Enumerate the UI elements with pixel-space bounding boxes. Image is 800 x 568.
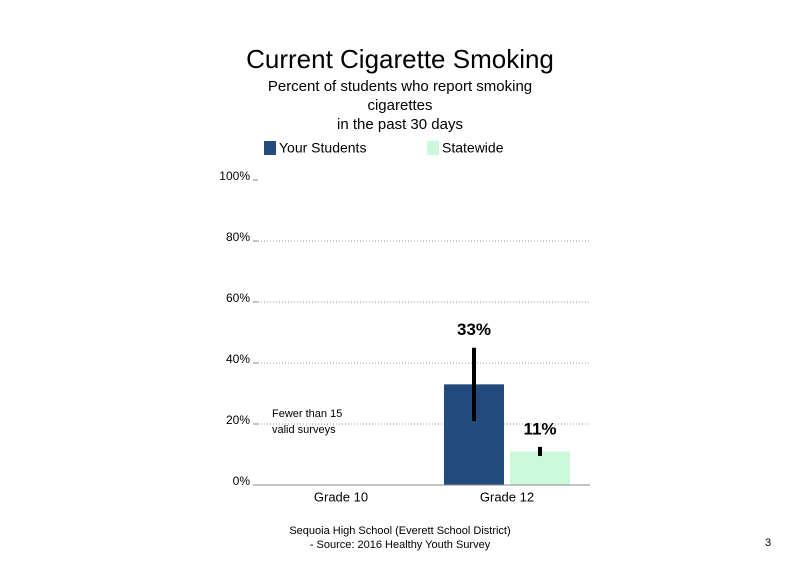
annotation: Fewer than 15 <box>272 408 342 420</box>
value-label: 33% <box>457 320 491 339</box>
footer: - Source: 2016 Healthy Youth Survey <box>310 539 491 551</box>
y-tick-label: 20% <box>226 413 250 427</box>
value-label: 11% <box>523 419 556 438</box>
legend-label: Your Students <box>279 140 366 156</box>
page-number: 3 <box>765 537 771 549</box>
subtitle: in the past 30 days <box>337 116 463 133</box>
annotation: valid surveys <box>272 424 336 436</box>
legend-label: Statewide <box>442 140 504 156</box>
legend-swatch <box>427 141 439 155</box>
x-tick-label: Grade 12 <box>480 489 534 504</box>
subtitle: Percent of students who report smoking <box>268 78 532 95</box>
chart-title: Current Cigarette Smoking <box>246 44 554 74</box>
y-tick-label: 40% <box>226 352 250 366</box>
footer: Sequoia High School (Everett School Dist… <box>289 525 510 537</box>
subtitle: cigarettes <box>367 97 432 114</box>
y-tick-label: 0% <box>233 474 251 488</box>
y-tick-label: 60% <box>226 291 250 305</box>
y-tick-label: 80% <box>226 230 250 244</box>
y-tick-label: 100% <box>219 169 250 183</box>
legend-swatch <box>264 141 276 155</box>
x-tick-label: Grade 10 <box>314 489 368 504</box>
bar <box>510 451 570 485</box>
